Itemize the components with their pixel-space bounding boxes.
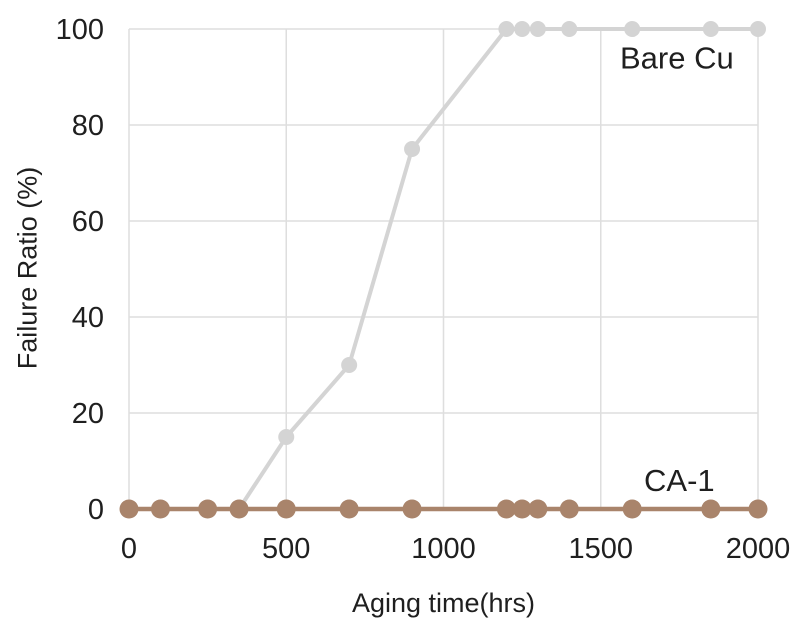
series-marker-bare-cu <box>341 357 358 373</box>
y-tick-label: 20 <box>72 398 104 430</box>
series-marker-bare-cu <box>561 21 578 37</box>
series-annotation-ca-1: CA-1 <box>644 463 715 498</box>
series-marker-ca-1 <box>276 499 296 519</box>
x-tick-label: 1000 <box>411 533 476 565</box>
series-line-bare-cu <box>237 27 760 511</box>
series-marker-ca-1 <box>528 499 548 519</box>
series-marker-bare-cu <box>529 21 546 37</box>
series-marker-bare-cu <box>514 21 531 37</box>
series-marker-ca-1 <box>150 499 170 519</box>
y-tick-label: 0 <box>88 494 104 526</box>
series-marker-ca-1 <box>622 499 642 519</box>
series-marker-ca-1 <box>559 499 579 519</box>
x-tick-label: 0 <box>121 533 137 565</box>
series-marker-ca-1 <box>229 499 249 519</box>
series-marker-bare-cu <box>624 21 641 37</box>
series-marker-ca-1 <box>748 499 768 519</box>
series-marker-bare-cu <box>750 21 766 37</box>
series-marker-bare-cu <box>404 141 421 157</box>
series-marker-ca-1 <box>198 499 218 519</box>
series-marker-bare-cu <box>278 429 295 445</box>
x-tick-label: 1500 <box>568 533 633 565</box>
series-marker-ca-1 <box>496 499 516 519</box>
series-marker-ca-1 <box>512 499 532 519</box>
y-tick-label: 80 <box>72 110 104 142</box>
series-marker-ca-1 <box>701 499 721 519</box>
x-tick-label: 500 <box>262 533 310 565</box>
series-annotation-bare-cu: Bare Cu <box>620 41 734 76</box>
series-marker-ca-1 <box>119 499 139 519</box>
series-marker-ca-1 <box>402 499 422 519</box>
series-marker-bare-cu <box>498 21 515 37</box>
series-marker-ca-1 <box>339 499 359 519</box>
x-axis-title: Aging time(hrs) <box>351 588 536 618</box>
y-tick-label: 60 <box>72 206 104 238</box>
series-marker-bare-cu <box>702 21 719 37</box>
y-tick-label: 100 <box>56 14 104 46</box>
y-axis-title: Failure Ratio (%) <box>12 166 43 370</box>
y-tick-label: 40 <box>72 302 104 334</box>
x-tick-label: 2000 <box>726 533 791 565</box>
